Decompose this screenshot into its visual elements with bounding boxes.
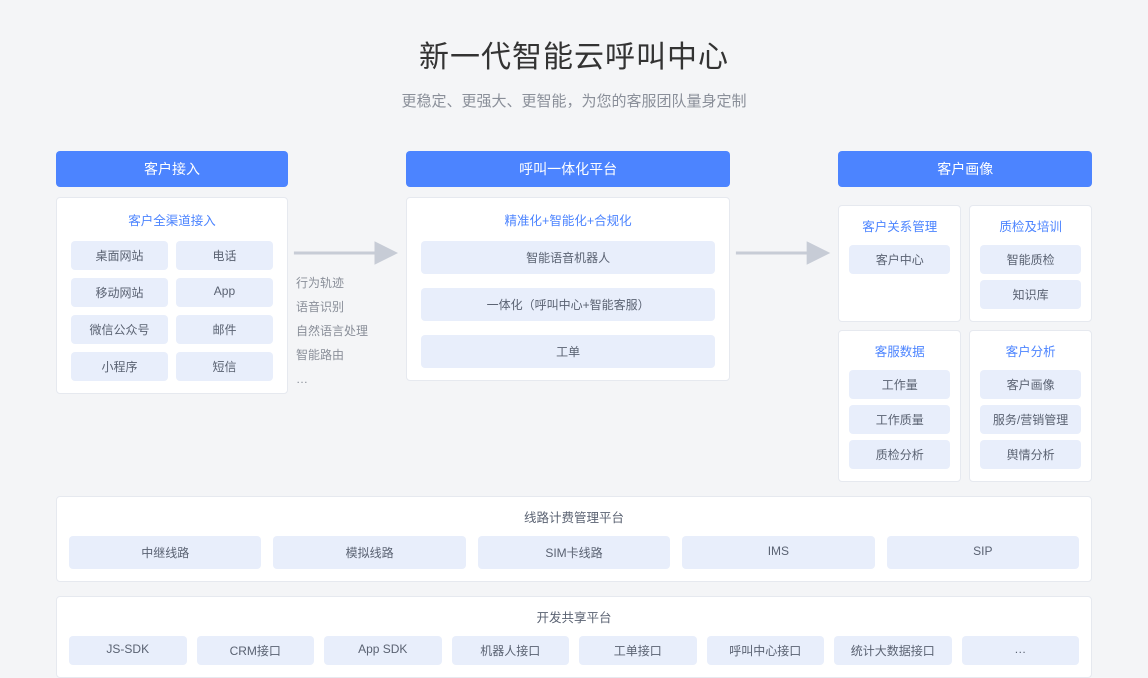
dev-item: App SDK (324, 636, 442, 665)
service-data-item: 工作量 (849, 370, 950, 399)
arrow-label: 智能路由 (296, 343, 406, 367)
channel-item: 邮件 (176, 315, 273, 344)
card-analysis: 客户分析 客户画像 服务/营销管理 舆情分析 (969, 330, 1092, 482)
channel-item: 电话 (176, 241, 273, 270)
channel-item: 桌面网站 (71, 241, 168, 270)
arrow-icon (730, 241, 838, 265)
channel-item: App (176, 278, 273, 307)
billing-item: 中继线路 (69, 536, 261, 569)
col-profile: 客户画像 客户关系管理 客户中心 质检及培训 智能质检 知识库 (838, 151, 1092, 482)
architecture-diagram: 客户接入 客户全渠道接入 桌面网站 电话 移动网站 App 微信公众号 邮件 小… (56, 151, 1092, 678)
col-platform: 呼叫一体化平台 精准化+智能化+合规化 智能语音机器人 一体化（呼叫中心+智能客… (406, 151, 730, 381)
card-title-analysis: 客户分析 (980, 341, 1081, 360)
dev-item: 工单接口 (579, 636, 697, 665)
arrow-1-labels: 行为轨迹 语音识别 自然语言处理 智能路由 … (288, 271, 406, 391)
diagram-container: 新一代智能云呼叫中心 更稳定、更强大、更智能，为您的客服团队量身定制 客户接入 … (0, 0, 1148, 632)
analysis-item: 服务/营销管理 (980, 405, 1081, 434)
platform-item: 工单 (421, 335, 715, 368)
dev-item: CRM接口 (197, 636, 315, 665)
service-data-item: 质检分析 (849, 440, 950, 469)
billing-item: SIP (887, 536, 1079, 569)
arrow-2-block (730, 151, 838, 265)
qc-item: 知识库 (980, 280, 1081, 309)
footer-title-billing: 线路计费管理平台 (69, 507, 1079, 526)
dev-item: JS-SDK (69, 636, 187, 665)
header-profile: 客户画像 (838, 151, 1092, 187)
page-subtitle: 更稳定、更强大、更智能，为您的客服团队量身定制 (56, 90, 1092, 111)
card-platform: 精准化+智能化+合规化 智能语音机器人 一体化（呼叫中心+智能客服） 工单 (406, 197, 730, 381)
analysis-item: 舆情分析 (980, 440, 1081, 469)
arrow-label: 行为轨迹 (296, 271, 406, 295)
qc-item: 智能质检 (980, 245, 1081, 274)
arrow-label: 自然语言处理 (296, 319, 406, 343)
analysis-item: 客户画像 (980, 370, 1081, 399)
platform-item: 一体化（呼叫中心+智能客服） (421, 288, 715, 321)
dev-item: 统计大数据接口 (834, 636, 952, 665)
crm-item: 客户中心 (849, 245, 950, 274)
channel-item: 微信公众号 (71, 315, 168, 344)
page-title: 新一代智能云呼叫中心 (56, 32, 1092, 76)
channel-item: 小程序 (71, 352, 168, 381)
dev-item: 机器人接口 (452, 636, 570, 665)
card-title-platform: 精准化+智能化+合规化 (421, 210, 715, 229)
card-title-channels: 客户全渠道接入 (71, 210, 273, 229)
footer-title-dev: 开发共享平台 (69, 607, 1079, 626)
card-crm: 客户关系管理 客户中心 (838, 205, 961, 322)
service-data-item: 工作质量 (849, 405, 950, 434)
card-channels: 客户全渠道接入 桌面网站 电话 移动网站 App 微信公众号 邮件 小程序 短信 (56, 197, 288, 394)
card-service-data: 客服数据 工作量 工作质量 质检分析 (838, 330, 961, 482)
arrow-1-block: 行为轨迹 语音识别 自然语言处理 智能路由 … (288, 151, 406, 391)
arrow-label: 语音识别 (296, 295, 406, 319)
billing-item: SIM卡线路 (478, 536, 670, 569)
header-platform: 呼叫一体化平台 (406, 151, 730, 187)
arrow-icon (288, 241, 406, 265)
channel-item: 短信 (176, 352, 273, 381)
arrow-label: … (296, 367, 406, 391)
col-customer-access: 客户接入 客户全渠道接入 桌面网站 电话 移动网站 App 微信公众号 邮件 小… (56, 151, 288, 394)
channel-item: 移动网站 (71, 278, 168, 307)
card-title-qc: 质检及培训 (980, 216, 1081, 235)
header-customer-access: 客户接入 (56, 151, 288, 187)
card-title-crm: 客户关系管理 (849, 216, 950, 235)
dev-item: 呼叫中心接口 (707, 636, 825, 665)
card-title-service-data: 客服数据 (849, 341, 950, 360)
billing-item: 模拟线路 (273, 536, 465, 569)
dev-item: … (962, 636, 1080, 665)
card-qc: 质检及培训 智能质检 知识库 (969, 205, 1092, 322)
platform-item: 智能语音机器人 (421, 241, 715, 274)
footer-dev-platform: 开发共享平台 JS-SDK CRM接口 App SDK 机器人接口 工单接口 呼… (56, 596, 1092, 678)
footer-billing: 线路计费管理平台 中继线路 模拟线路 SIM卡线路 IMS SIP (56, 496, 1092, 582)
billing-item: IMS (682, 536, 874, 569)
